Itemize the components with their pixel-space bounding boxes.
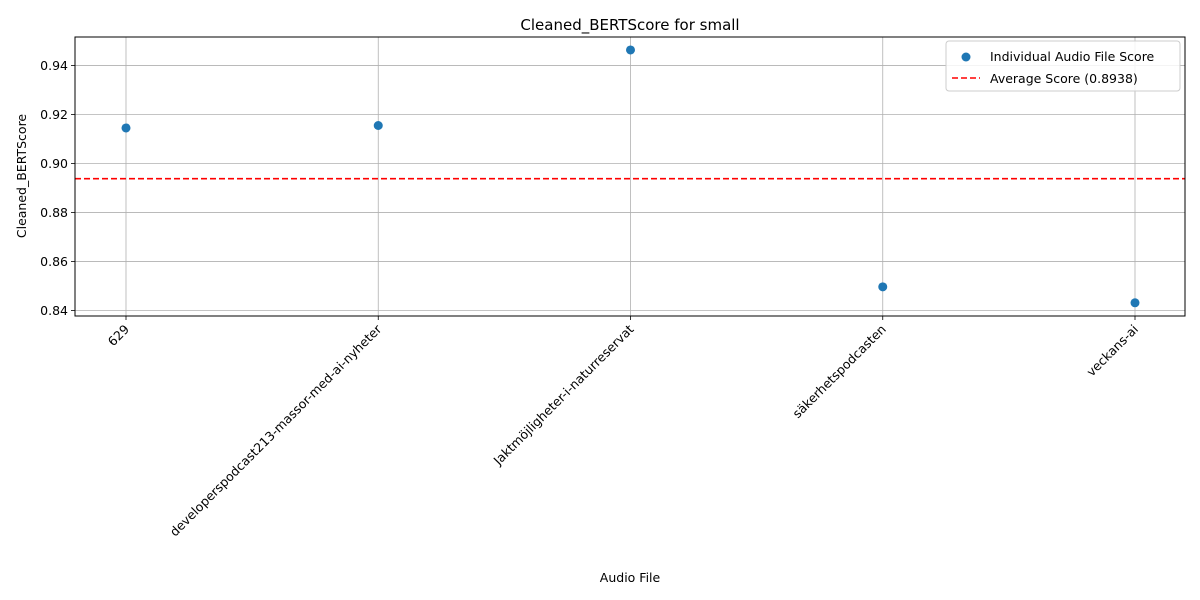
legend-marker-scatter xyxy=(961,52,971,62)
y-tick-label: 0.92 xyxy=(40,107,68,122)
x-axis-label: Audio File xyxy=(600,570,661,585)
data-point xyxy=(626,45,635,55)
y-tick-label: 0.94 xyxy=(40,58,68,73)
legend-box xyxy=(945,40,1181,92)
x-tick-label: säkerhetspodcasten xyxy=(789,322,888,421)
data-point xyxy=(373,121,383,131)
y-tick-label: 0.88 xyxy=(40,205,68,220)
x-tick-label: veckans-ai xyxy=(1083,322,1141,380)
legend-label-scatter: Individual Audio File Score xyxy=(990,49,1155,64)
legend-label-average: Average Score (0.8938) xyxy=(990,71,1138,86)
y-tick-label: 0.90 xyxy=(40,156,68,171)
y-tick-label: 0.84 xyxy=(40,303,68,318)
x-tick-label: developerspodcast213-massor-med-ai-nyhet… xyxy=(167,321,385,539)
grid xyxy=(75,37,1185,316)
plot-frame xyxy=(74,36,1186,317)
y-tick-label: 0.86 xyxy=(40,254,68,269)
x-axis-ticks: 629 developerspodcast213-massor-med-ai-ny… xyxy=(105,316,1141,539)
data-point xyxy=(878,282,888,292)
x-tick-label: 629 xyxy=(105,321,133,349)
data-point xyxy=(121,123,131,133)
y-axis-ticks: 0.84 0.86 0.88 0.90 0.92 0.94 xyxy=(40,58,75,318)
data-point xyxy=(1130,298,1140,308)
chart-title: Cleaned_BERTScore for small xyxy=(520,16,739,35)
scatter-points xyxy=(121,45,1140,308)
y-axis-label: Cleaned_BERTScore xyxy=(14,114,29,239)
x-tick-label: Jaktmöjligheter-i-naturreservat xyxy=(490,321,637,468)
legend: Individual Audio File Score Average Scor… xyxy=(945,40,1181,92)
